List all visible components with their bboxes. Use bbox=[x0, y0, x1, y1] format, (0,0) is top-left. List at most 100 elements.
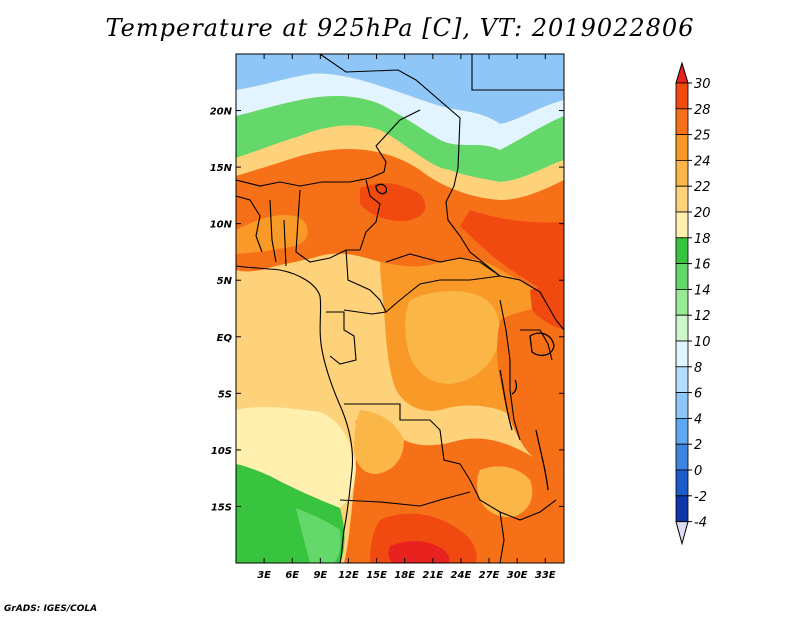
contour-lightgreen-southwest bbox=[296, 508, 341, 563]
contour-yellow-north bbox=[236, 125, 564, 200]
colorbar-top-arrow bbox=[675, 61, 689, 84]
lon-tick-label: 15E bbox=[366, 570, 387, 581]
colorbar-segment bbox=[675, 443, 689, 471]
credit-text: GrADS: IGES/COLA bbox=[4, 604, 98, 614]
colorbar-label: 25 bbox=[694, 129, 711, 144]
colorbar-segment bbox=[675, 211, 689, 239]
latitude-axis: 20N 15N 10N 5N EQ 5S 10S 15S bbox=[210, 107, 564, 513]
colorbar-segment bbox=[675, 288, 689, 316]
colorbar-label: 2 bbox=[694, 438, 702, 453]
colorbar-label: 18 bbox=[694, 232, 711, 247]
contour-lightorange-congo bbox=[405, 291, 500, 384]
contour-red-east bbox=[460, 210, 564, 300]
border-cameroon bbox=[345, 249, 387, 313]
colorbar-label: -4 bbox=[694, 516, 707, 531]
colorbar-segment bbox=[675, 159, 689, 187]
colorbar-segment bbox=[675, 469, 689, 497]
lon-tick-label: 33E bbox=[535, 570, 556, 581]
colorbar-segment bbox=[675, 108, 689, 136]
colorbar-label: 22 bbox=[694, 180, 711, 195]
lon-tick-label: 3E bbox=[257, 570, 271, 581]
contour-blue-north bbox=[236, 54, 564, 124]
border-sahel bbox=[236, 109, 421, 187]
border-libya-egypt bbox=[471, 54, 564, 91]
colorbar-label: 30 bbox=[694, 77, 711, 92]
colorbar-label: 12 bbox=[694, 309, 711, 324]
colorbar-segment bbox=[675, 495, 689, 522]
border-chad-sudan bbox=[445, 167, 501, 277]
lake-chad bbox=[375, 183, 388, 195]
lat-tick-label: 10N bbox=[210, 220, 233, 231]
colorbar-segment bbox=[675, 237, 689, 265]
colorbar-segment bbox=[675, 417, 689, 445]
lat-tick-label: 5N bbox=[217, 276, 233, 287]
colorbar-segment bbox=[675, 263, 689, 290]
map-frame bbox=[235, 53, 565, 564]
lakes bbox=[375, 183, 555, 491]
border-zimbabwe-mozambique bbox=[499, 511, 505, 563]
border-uganda-kenya bbox=[520, 329, 553, 361]
colorbar-segment bbox=[675, 185, 689, 213]
colorbar-label: 0 bbox=[694, 464, 702, 479]
lat-tick-label: 5S bbox=[218, 389, 232, 400]
chart-title: Temperature at 925hPa [C], VT: 201902280… bbox=[105, 14, 695, 42]
colorbar-segment bbox=[675, 366, 689, 393]
coastline-west-africa bbox=[236, 265, 354, 563]
longitude-axis: 3E 6E 9E 12E 15E 18E 21E 24E 27E 30E 33E bbox=[257, 54, 556, 581]
contour-yellow-southeast bbox=[477, 466, 533, 518]
country-borders bbox=[236, 54, 564, 563]
colorbar-segment bbox=[675, 82, 689, 110]
lake-victoria bbox=[529, 332, 555, 357]
border-togo-benin bbox=[283, 219, 287, 267]
lon-tick-label: 30E bbox=[507, 570, 528, 581]
lon-tick-label: 6E bbox=[285, 570, 299, 581]
lat-tick-label: 10S bbox=[211, 446, 232, 457]
lat-tick-label: EQ bbox=[217, 333, 233, 344]
border-angola-north bbox=[344, 403, 471, 481]
colorbar-bottom-arrow bbox=[675, 521, 689, 546]
lon-tick-label: 9E bbox=[313, 570, 327, 581]
contour-green-north bbox=[236, 96, 564, 182]
contour-cream-south-atlantic bbox=[236, 406, 356, 508]
temperature-field bbox=[236, 54, 564, 563]
colorbar-label: -2 bbox=[694, 490, 707, 505]
border-drc-east bbox=[499, 299, 521, 441]
lat-tick-label: 20N bbox=[210, 107, 233, 118]
lon-tick-label: 24E bbox=[451, 570, 472, 581]
colorbar-label: 16 bbox=[694, 258, 711, 273]
colorbar-label: 20 bbox=[694, 206, 711, 221]
lake-kivu bbox=[511, 379, 518, 395]
border-south-sudan bbox=[499, 275, 549, 307]
contour-orange-sahel bbox=[236, 148, 564, 300]
border-niger-chad bbox=[359, 179, 381, 251]
contour-lightorange-south bbox=[354, 410, 404, 474]
lat-tick-label: 15N bbox=[210, 163, 233, 174]
lake-tanganyika bbox=[499, 369, 513, 431]
lon-tick-label: 21E bbox=[422, 570, 443, 581]
border-angola-south bbox=[339, 491, 471, 507]
border-congo-drc bbox=[343, 275, 501, 315]
colorbar-label: 4 bbox=[694, 412, 702, 427]
contour-lightblue-north bbox=[236, 73, 564, 150]
colorbar-segment bbox=[675, 340, 689, 368]
lon-tick-label: 12E bbox=[338, 570, 359, 581]
colorbar-label: 14 bbox=[694, 283, 711, 298]
border-car bbox=[385, 253, 501, 277]
colorbar-label: 8 bbox=[694, 361, 702, 376]
lon-tick-label: 18E bbox=[394, 570, 415, 581]
colorbar-label: 6 bbox=[694, 387, 702, 402]
contour-red-central bbox=[360, 183, 426, 222]
border-east-africa bbox=[547, 305, 564, 331]
contour-pale-atlantic bbox=[236, 254, 379, 452]
border-algeria-libya bbox=[319, 54, 461, 169]
contour-orange-east-africa bbox=[497, 307, 564, 470]
border-zambia bbox=[469, 479, 557, 521]
colorbar-segment bbox=[675, 392, 689, 419]
contour-deepred-south bbox=[388, 541, 450, 563]
colorbar-segment bbox=[675, 314, 689, 342]
border-west-2 bbox=[269, 199, 277, 263]
colorbar-label: 10 bbox=[694, 335, 711, 350]
colorbar-segment bbox=[675, 134, 689, 161]
